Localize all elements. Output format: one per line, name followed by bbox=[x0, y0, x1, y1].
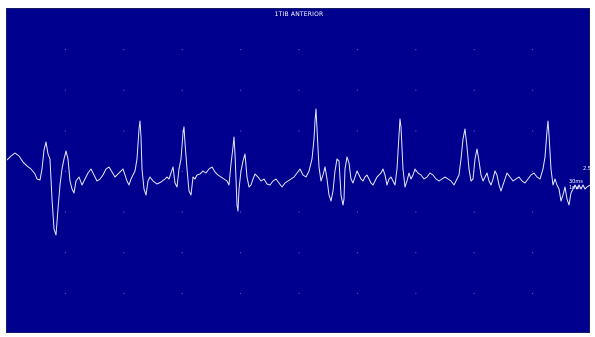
grid-dot bbox=[64, 130, 66, 132]
amplitude-readout: 2.57 bbox=[583, 166, 595, 172]
grid-dot bbox=[415, 89, 417, 91]
grid-dot bbox=[64, 211, 66, 213]
grid-dot bbox=[64, 49, 66, 51]
grid-dot bbox=[298, 292, 300, 294]
grid-dot bbox=[181, 49, 183, 51]
grid-dot bbox=[181, 292, 183, 294]
grid-dot bbox=[356, 211, 358, 213]
grid-dots bbox=[64, 49, 534, 294]
grid-dot bbox=[240, 292, 242, 294]
grid-dot bbox=[532, 130, 534, 132]
grid-dot bbox=[64, 292, 66, 294]
grid-dot bbox=[240, 211, 242, 213]
grid-dot bbox=[298, 89, 300, 91]
grid-dot bbox=[532, 252, 534, 254]
grid-dot bbox=[532, 292, 534, 294]
grid-dot bbox=[123, 49, 125, 51]
grid-dot bbox=[123, 130, 125, 132]
grid-dot bbox=[473, 292, 475, 294]
grid-dot bbox=[181, 170, 183, 173]
grid-dot bbox=[473, 211, 475, 213]
grid-dot bbox=[123, 292, 125, 294]
waveform-trace bbox=[7, 108, 591, 236]
grid-dot bbox=[181, 252, 183, 254]
grid-dot bbox=[240, 49, 242, 51]
emg-trace-viewer[interactable]: 1TIB ANTERIOR 2.57 30ms 1ms bbox=[6, 8, 594, 333]
grid-dot bbox=[181, 130, 183, 132]
grid-dot bbox=[356, 49, 358, 51]
grid-dot bbox=[473, 252, 475, 254]
grid-dot bbox=[181, 89, 183, 91]
grid-dot bbox=[240, 252, 242, 254]
grid-dot bbox=[415, 211, 417, 213]
grid-dot bbox=[298, 49, 300, 51]
grid-dot bbox=[64, 252, 66, 254]
grid-dot bbox=[532, 170, 534, 173]
grid-dot bbox=[181, 211, 183, 213]
grid-dot bbox=[123, 211, 125, 213]
grid-dot bbox=[532, 211, 534, 213]
trace-title: 1TIB ANTERIOR bbox=[274, 11, 324, 18]
grid-dot bbox=[240, 89, 242, 91]
grid-dot bbox=[64, 89, 66, 91]
grid-dot bbox=[298, 130, 300, 132]
grid-dot bbox=[356, 89, 358, 91]
grid-dot bbox=[532, 49, 534, 51]
grid-dot bbox=[415, 49, 417, 51]
grid-dot bbox=[240, 130, 242, 132]
grid-dot bbox=[415, 252, 417, 254]
grid-dot bbox=[415, 292, 417, 294]
grid-dot bbox=[356, 292, 358, 294]
grid-dot bbox=[64, 170, 66, 173]
grid-dot bbox=[123, 89, 125, 91]
timebase-readout: 30ms 1ms bbox=[569, 179, 583, 191]
grid-dot bbox=[473, 130, 475, 132]
grid-dot bbox=[532, 89, 534, 91]
grid-dot bbox=[473, 49, 475, 51]
grid-dot bbox=[123, 252, 125, 254]
grid-dot bbox=[298, 252, 300, 254]
grid-dot bbox=[298, 211, 300, 213]
grid-dot bbox=[356, 252, 358, 254]
grid-dot bbox=[356, 130, 358, 132]
grid-dot bbox=[473, 89, 475, 91]
grid-dot bbox=[415, 130, 417, 132]
